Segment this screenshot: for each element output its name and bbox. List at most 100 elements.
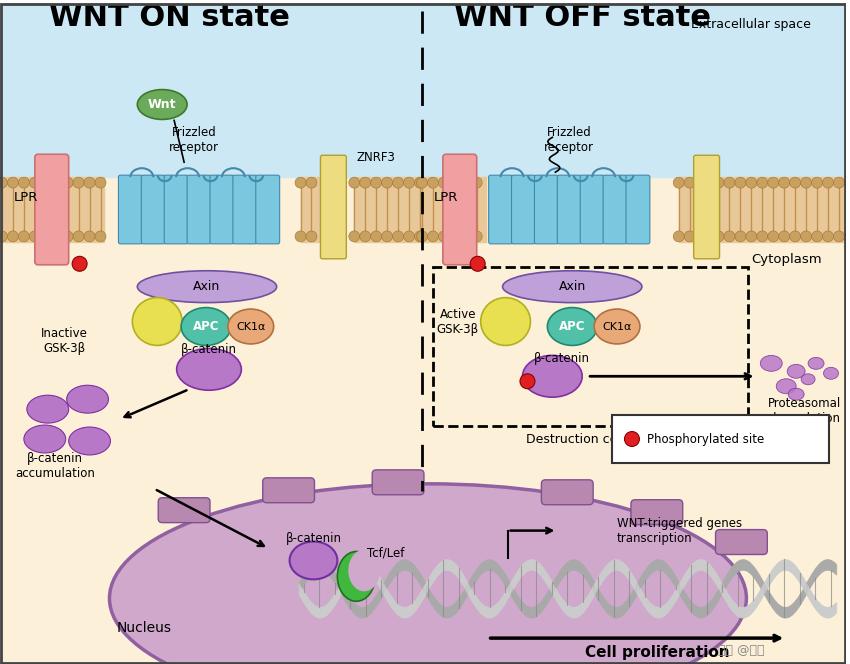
Circle shape [461,177,471,188]
Circle shape [779,177,790,188]
FancyBboxPatch shape [558,175,581,244]
Ellipse shape [594,309,640,344]
Circle shape [360,231,371,242]
Circle shape [30,177,40,188]
Circle shape [404,231,415,242]
Circle shape [450,231,461,242]
FancyBboxPatch shape [158,498,210,523]
Text: Phosphorylated site: Phosphorylated site [647,432,764,446]
FancyBboxPatch shape [604,175,627,244]
Circle shape [95,177,106,188]
FancyBboxPatch shape [118,175,142,244]
Text: Frizzled
receptor: Frizzled receptor [169,126,219,154]
Ellipse shape [788,388,804,400]
Text: Proteasomal
degradation: Proteasomal degradation [768,397,841,425]
Circle shape [713,231,724,242]
FancyBboxPatch shape [443,154,477,265]
Circle shape [0,177,8,188]
Text: WNT ON state: WNT ON state [48,3,290,33]
Ellipse shape [133,297,182,345]
Circle shape [348,177,360,188]
Circle shape [768,231,779,242]
Text: β-catenin: β-catenin [286,532,342,545]
Text: Tcf/Lef: Tcf/Lef [367,547,405,560]
Circle shape [62,177,73,188]
Circle shape [746,177,756,188]
FancyBboxPatch shape [716,530,768,554]
Ellipse shape [824,367,838,379]
Circle shape [801,177,812,188]
Ellipse shape [348,550,380,592]
Ellipse shape [761,355,782,371]
Ellipse shape [481,297,530,345]
Circle shape [73,177,84,188]
Circle shape [768,177,779,188]
Circle shape [0,231,8,242]
Circle shape [823,177,834,188]
Ellipse shape [69,427,110,455]
Circle shape [471,231,482,242]
Text: Destruction complex: Destruction complex [526,432,655,446]
Bar [2,177,37,242]
Circle shape [673,177,684,188]
Ellipse shape [337,552,375,602]
Circle shape [295,231,306,242]
Text: CK1α: CK1α [236,321,265,331]
FancyBboxPatch shape [263,478,314,503]
Circle shape [684,231,695,242]
Circle shape [790,177,801,188]
Text: WNT-triggered genes
transcription: WNT-triggered genes transcription [617,517,742,544]
Ellipse shape [523,355,582,397]
Ellipse shape [27,395,69,423]
Ellipse shape [177,349,241,390]
Circle shape [415,177,426,188]
FancyBboxPatch shape [626,175,650,244]
Text: β-catenin: β-catenin [181,343,237,356]
Text: Active
GSK-3β: Active GSK-3β [437,307,479,335]
Bar [0,3,846,177]
Text: CK1α: CK1α [603,321,632,331]
Circle shape [724,231,735,242]
Circle shape [416,177,428,188]
Circle shape [19,231,30,242]
Circle shape [360,177,371,188]
Bar [301,177,320,242]
Text: Inactive
GSK-3β: Inactive GSK-3β [42,327,88,355]
Text: APC: APC [559,320,586,333]
Ellipse shape [110,484,746,664]
Bar [612,415,829,463]
Circle shape [735,177,746,188]
Circle shape [520,374,535,388]
Circle shape [834,177,844,188]
Circle shape [746,231,756,242]
Circle shape [8,177,19,188]
Circle shape [625,432,639,446]
Circle shape [416,231,428,242]
Bar [354,177,422,242]
Circle shape [779,231,790,242]
FancyBboxPatch shape [141,175,165,244]
Circle shape [812,231,823,242]
Text: WNT OFF state: WNT OFF state [454,3,711,33]
Circle shape [62,231,73,242]
Circle shape [428,177,439,188]
Ellipse shape [808,357,824,369]
FancyBboxPatch shape [489,175,513,244]
FancyBboxPatch shape [512,175,536,244]
Circle shape [72,256,87,272]
Bar [68,177,105,242]
FancyBboxPatch shape [372,470,424,495]
Circle shape [30,231,40,242]
Text: ZNRF3: ZNRF3 [356,151,395,164]
FancyBboxPatch shape [541,480,593,505]
Circle shape [470,256,485,272]
Circle shape [19,177,30,188]
Circle shape [382,231,393,242]
Circle shape [834,231,844,242]
Circle shape [471,177,482,188]
Text: Nucleus: Nucleus [116,621,172,635]
Bar [718,177,844,242]
Ellipse shape [776,378,796,394]
Circle shape [439,231,450,242]
Circle shape [450,177,461,188]
